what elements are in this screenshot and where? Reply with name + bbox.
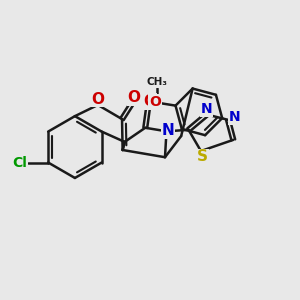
Text: S: S <box>197 149 208 164</box>
Text: Cl: Cl <box>12 155 27 170</box>
Text: O: O <box>127 90 140 105</box>
Text: O: O <box>149 95 161 109</box>
Text: O: O <box>92 92 104 106</box>
Text: N: N <box>200 102 212 116</box>
Text: N: N <box>229 110 240 124</box>
Text: CH₃: CH₃ <box>147 77 168 87</box>
Text: N: N <box>162 123 175 138</box>
Text: O: O <box>143 94 156 109</box>
